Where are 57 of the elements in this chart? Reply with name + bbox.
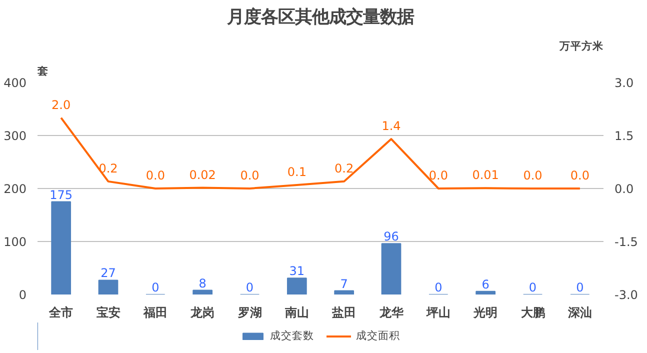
y2-axis-title: 万平方米 xyxy=(558,40,604,52)
legend-label: 成交面积 xyxy=(356,329,400,343)
data-label: 96 xyxy=(384,230,399,244)
x-tick-label: 坪山 xyxy=(425,306,450,320)
data-label: 27 xyxy=(100,266,116,280)
bar xyxy=(334,290,354,294)
data-label: 31 xyxy=(289,264,305,278)
bar xyxy=(286,278,307,294)
y-axis-title: 套 xyxy=(36,64,48,78)
data-label: 7 xyxy=(340,276,348,291)
x-tick-label: 光明 xyxy=(472,306,498,320)
x-tick-label: 大鹏 xyxy=(520,306,545,320)
x-tick-label: 全市 xyxy=(48,306,74,320)
data-label: 0.0 xyxy=(523,168,542,182)
data-label: 0.0 xyxy=(146,168,165,182)
data-label: 0 xyxy=(434,280,442,294)
x-tick-label: 福田 xyxy=(142,306,168,320)
data-label: 0 xyxy=(576,280,584,294)
y2-tick-label: 1.5 xyxy=(614,129,634,143)
data-label: 8 xyxy=(198,276,206,290)
x-tick-label: 龙华 xyxy=(378,306,404,320)
data-label: 0 xyxy=(528,280,537,294)
y-tick-label: 300 xyxy=(4,129,26,143)
data-label: 0 xyxy=(246,280,254,294)
x-tick-label: 深汕 xyxy=(566,306,592,320)
x-tick-label: 龙岗 xyxy=(190,306,215,320)
data-label: 175 xyxy=(50,188,73,202)
y2-tick-label: 3.0 xyxy=(614,76,634,90)
y-tick-label: 0 xyxy=(18,288,27,302)
data-label: 0 xyxy=(152,280,160,294)
y2-tick-label: -1.5 xyxy=(614,235,638,249)
y-tick-label: 100 xyxy=(4,235,26,249)
chart-title: 月度各区其他成交量数据 xyxy=(226,8,414,28)
bar xyxy=(381,243,402,294)
y2-tick-label: -3.0 xyxy=(614,288,638,302)
x-tick-label: 南山 xyxy=(284,306,309,320)
x-tick-label: 罗湖 xyxy=(236,306,262,320)
data-label: 0.0 xyxy=(240,168,260,182)
x-tick-label: 宝安 xyxy=(96,306,120,320)
data-label: 1.4 xyxy=(382,119,401,134)
data-label: 0.1 xyxy=(287,164,306,179)
y2-tick-label: 0.0 xyxy=(614,182,634,196)
bar xyxy=(476,290,496,294)
bar xyxy=(51,201,72,294)
legend-label: 成交套数 xyxy=(270,329,314,343)
data-label: 0.02 xyxy=(189,168,216,182)
data-label: 0.0 xyxy=(570,168,590,182)
bar xyxy=(98,280,118,294)
data-label: 2.0 xyxy=(52,98,71,112)
data-label: 0.2 xyxy=(334,161,354,176)
bar xyxy=(192,290,213,294)
y-tick-label: 400 xyxy=(4,76,26,90)
x-tick-label: 盐田 xyxy=(331,306,356,320)
y-tick-label: 200 xyxy=(4,182,26,196)
data-label: 6 xyxy=(482,277,490,292)
data-label: 0.01 xyxy=(472,168,499,182)
data-label: 0.0 xyxy=(428,168,448,182)
